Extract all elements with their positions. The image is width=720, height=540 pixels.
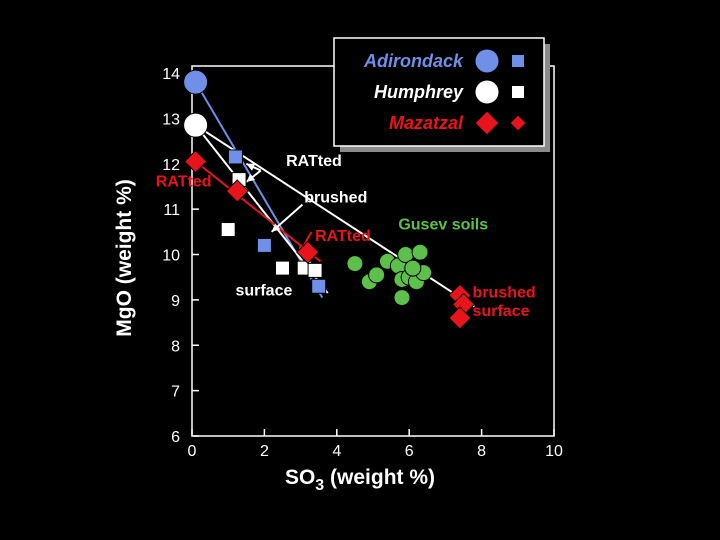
y-tick-label: 11 bbox=[163, 202, 180, 219]
y-tick-label: 14 bbox=[162, 66, 180, 83]
humphrey-square-point bbox=[220, 222, 236, 238]
gusev-soils-dot-point bbox=[393, 289, 411, 307]
annotation-label: surface bbox=[473, 303, 530, 320]
x-tick-label: 10 bbox=[545, 443, 563, 460]
legend-humphrey-square-marker bbox=[511, 85, 525, 99]
x-axis-title-subscript: 3 bbox=[315, 477, 324, 494]
legend-label-humphrey: Humphrey bbox=[374, 82, 464, 102]
annotation-label: brushed bbox=[473, 285, 536, 302]
legend: Adirondack Humphrey Mazatzal bbox=[333, 37, 550, 152]
annotation-label: brushed bbox=[304, 189, 367, 206]
humphrey-square-point bbox=[307, 262, 323, 278]
x-axis-title: SO3 (weight %) bbox=[285, 466, 435, 494]
arrow-head bbox=[271, 223, 281, 232]
mazatzal-diamond-point bbox=[183, 149, 208, 174]
x-axis-title-units: (weight %) bbox=[324, 466, 435, 489]
annotation-label: RATted bbox=[156, 173, 212, 190]
legend-mazatzal-diamond-marker bbox=[509, 114, 527, 132]
annotation-label: Gusev soils bbox=[398, 217, 488, 234]
legend-label-mazatzal: Mazatzal bbox=[389, 113, 464, 133]
arrow-head bbox=[246, 163, 256, 171]
annotation-label: RATted bbox=[286, 153, 342, 170]
mazatzal-diamond-point bbox=[448, 306, 472, 330]
legend-adirondack-square-marker bbox=[511, 54, 525, 68]
gusev-soils-dot-point bbox=[404, 259, 422, 277]
gusev-soils-dot-point bbox=[368, 266, 386, 284]
y-tick-label: 7 bbox=[171, 384, 180, 401]
y-tick-label: 10 bbox=[162, 248, 180, 265]
x-axis-title-main: SO bbox=[285, 466, 315, 489]
y-tick-label: 6 bbox=[171, 429, 180, 446]
legend-box bbox=[333, 37, 545, 147]
x-tick-label: 6 bbox=[405, 443, 414, 460]
x-tick-label: 2 bbox=[260, 443, 269, 460]
legend-humphrey-circle-marker bbox=[474, 79, 500, 105]
axes: 0 2 4 6 8 10 6 7 8 9 10 11 12 13 14 bbox=[162, 66, 563, 460]
annotation-label: RATted bbox=[315, 228, 371, 245]
data-points bbox=[183, 69, 476, 330]
legend-label-adirondack: Adirondack bbox=[363, 51, 464, 71]
y-tick-label: 8 bbox=[171, 338, 180, 355]
legend-entries: Adirondack Humphrey Mazatzal bbox=[363, 48, 527, 136]
x-tick-label: 8 bbox=[477, 443, 486, 460]
trend-line bbox=[194, 160, 322, 263]
humphrey-circle-point bbox=[183, 112, 209, 138]
mazatzal-diamond-point bbox=[225, 179, 249, 203]
mazatzal-diamond-point bbox=[296, 240, 320, 264]
y-axis-title: MgO (weight %) bbox=[113, 179, 136, 336]
legend-adirondack-circle-marker bbox=[474, 48, 500, 74]
y-tick-label: 13 bbox=[162, 111, 180, 128]
humphrey-square-point bbox=[275, 260, 290, 276]
gusev-soils-dot-point bbox=[411, 243, 429, 261]
arrow-head bbox=[246, 173, 256, 182]
adirondack-square-point bbox=[256, 237, 272, 253]
adirondack-square-point bbox=[311, 278, 327, 294]
adirondack-circle-point bbox=[183, 69, 209, 95]
annotation-label: surface bbox=[235, 282, 292, 299]
y-tick-label: 12 bbox=[162, 157, 180, 174]
adirondack-square-point bbox=[227, 149, 243, 165]
gusev-soils-dot-point bbox=[346, 255, 364, 273]
x-tick-label: 0 bbox=[188, 443, 197, 460]
annotations: RATted brushed RATted RATted Gusev soils surf… bbox=[156, 153, 536, 320]
y-tick-label: 9 bbox=[171, 293, 180, 310]
x-tick-label: 4 bbox=[332, 443, 341, 460]
legend-mazatzal-diamond-marker bbox=[474, 110, 500, 136]
